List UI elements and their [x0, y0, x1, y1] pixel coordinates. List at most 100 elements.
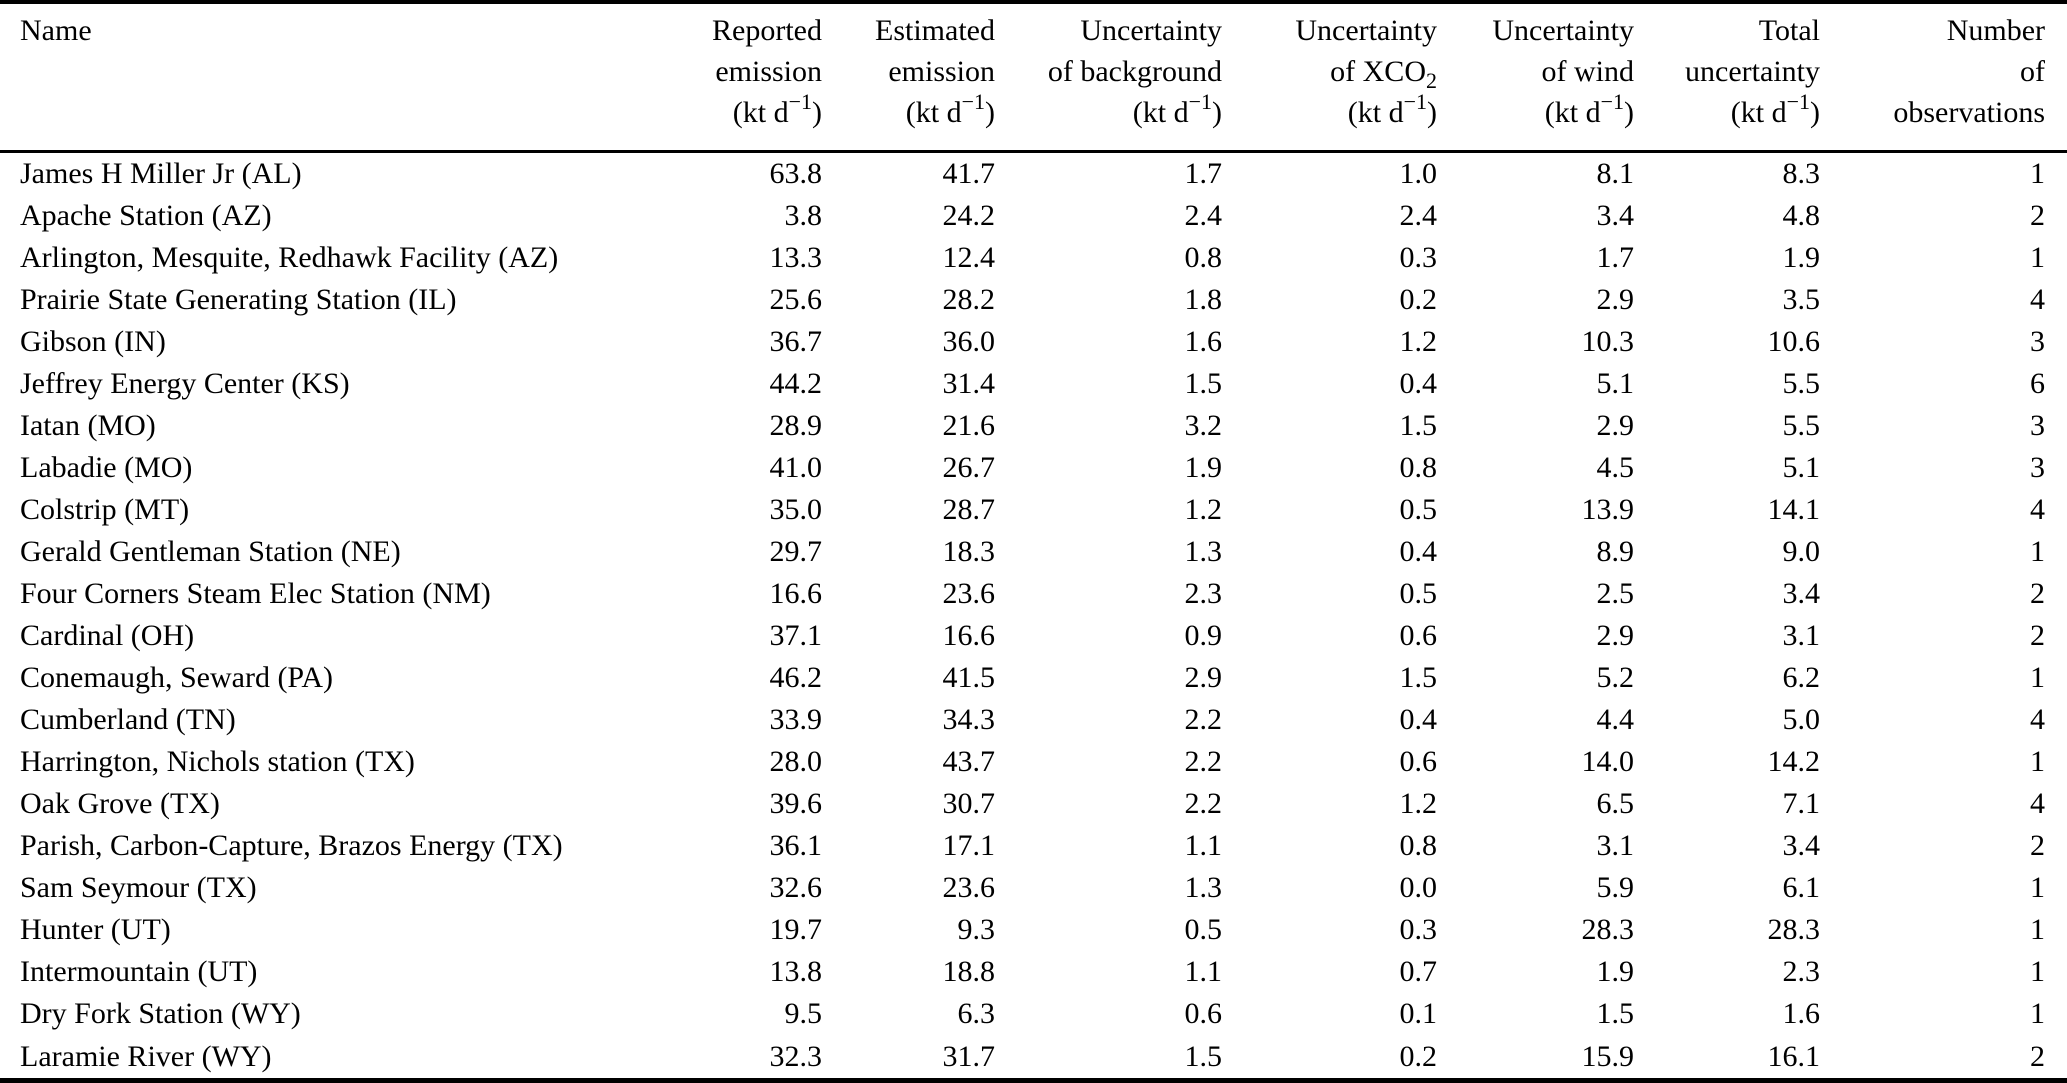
cell-uncertainty-xco2: 0.7	[1399, 955, 1438, 989]
cell-uncertainty-wind: 28.3	[1581, 913, 1635, 947]
cell-uncertainty-background: 2.4	[1184, 198, 1223, 232]
cell-estimated-emission: 18.3	[942, 535, 996, 568]
unit-label: (kt d−1)	[1544, 89, 1634, 130]
table-row: Conemaugh, Seward (PA) 46.2 41.5 2.9 1.5 5.2 6…	[0, 657, 2067, 699]
cell-estimated-emission: 12.4	[942, 240, 996, 274]
cell-reported-emission: 39.6	[769, 787, 823, 821]
cell-reported-emission: 16.6	[769, 577, 823, 611]
cell-uncertainty-xco2: 0.8	[1399, 829, 1438, 863]
cell-total-uncertainty: 2.3	[1782, 955, 1821, 989]
cell-name: Cumberland (TN)	[20, 703, 236, 737]
cell-uncertainty-background: 0.6	[1184, 997, 1223, 1031]
cell-uncertainty-background: 1.3	[1184, 871, 1223, 905]
cell-uncertainty-xco2: 0.4	[1399, 366, 1438, 400]
table-row: Iatan (MO) 28.9 21.6 3.2 1.5 2.9 5.5 3	[0, 405, 2067, 447]
cell-estimated-emission: 36.0	[942, 324, 996, 358]
cell-number-observations: 4	[2030, 787, 2045, 821]
cell-uncertainty-wind: 6.5	[1596, 787, 1635, 821]
cell-name: Dry Fork Station (WY)	[20, 997, 301, 1031]
cell-uncertainty-xco2: 0.8	[1399, 450, 1438, 484]
cell-uncertainty-background: 0.5	[1184, 913, 1223, 947]
cell-number-observations: 3	[2030, 408, 2045, 442]
cell-name: Harrington, Nichols station (TX)	[20, 745, 415, 779]
cell-uncertainty-xco2: 0.6	[1399, 745, 1438, 779]
cell-uncertainty-background: 1.9	[1184, 450, 1223, 484]
cell-uncertainty-wind: 8.9	[1596, 535, 1635, 568]
cell-total-uncertainty: 3.4	[1782, 829, 1821, 863]
cell-total-uncertainty: 3.5	[1782, 282, 1821, 316]
cell-estimated-emission: 16.6	[942, 619, 996, 653]
cell-uncertainty-xco2: 0.0	[1399, 871, 1438, 905]
cell-uncertainty-background: 2.2	[1184, 787, 1223, 821]
cell-name: Parish, Carbon-Capture, Brazos Energy (T…	[20, 829, 563, 863]
cell-total-uncertainty: 5.1	[1782, 450, 1821, 484]
cell-uncertainty-background: 1.5	[1184, 366, 1223, 400]
cell-name: Cardinal (OH)	[20, 619, 195, 653]
cell-reported-emission: 33.9	[769, 703, 823, 737]
cell-total-uncertainty: 3.1	[1782, 619, 1821, 653]
cell-total-uncertainty: 16.1	[1767, 1039, 1821, 1073]
cell-uncertainty-xco2: 0.3	[1399, 240, 1438, 274]
cell-estimated-emission: 21.6	[942, 408, 996, 442]
cell-reported-emission: 28.0	[769, 745, 823, 779]
cell-estimated-emission: 17.1	[942, 829, 996, 863]
cell-uncertainty-xco2: 1.5	[1399, 408, 1438, 442]
cell-reported-emission: 25.6	[769, 282, 823, 316]
cell-name: Apache Station (AZ)	[20, 198, 272, 232]
cell-number-observations: 2	[2030, 1039, 2045, 1073]
cell-uncertainty-background: 1.5	[1184, 1039, 1223, 1073]
cell-number-observations: 3	[2030, 324, 2045, 358]
cell-reported-emission: 19.7	[769, 913, 823, 947]
cell-number-observations: 2	[2030, 198, 2045, 232]
cell-uncertainty-xco2: 1.2	[1399, 324, 1438, 358]
cell-total-uncertainty: 9.0	[1782, 535, 1821, 568]
cell-number-observations: 1	[2030, 955, 2045, 989]
table-row: Sam Seymour (TX) 32.6 23.6 1.3 0.0 5.9 6.1 1	[0, 867, 2067, 909]
cell-total-uncertainty: 8.3	[1782, 156, 1821, 190]
cell-number-observations: 1	[2030, 997, 2045, 1031]
cell-total-uncertainty: 5.0	[1782, 703, 1821, 737]
cell-uncertainty-xco2: 0.6	[1399, 619, 1438, 653]
cell-uncertainty-wind: 2.5	[1596, 577, 1635, 611]
cell-total-uncertainty: 1.6	[1782, 997, 1821, 1031]
cell-uncertainty-background: 1.6	[1184, 324, 1223, 358]
table-row: Jeffrey Energy Center (KS) 44.2 31.4 1.5 0.4…	[0, 363, 2067, 405]
cell-uncertainty-xco2: 0.4	[1399, 535, 1438, 568]
cell-name: Labadie (MO)	[20, 450, 193, 484]
cell-estimated-emission: 24.2	[942, 198, 996, 232]
cell-total-uncertainty: 14.2	[1767, 745, 1821, 779]
cell-estimated-emission: 31.4	[942, 366, 996, 400]
cell-reported-emission: 9.5	[784, 997, 823, 1031]
cell-uncertainty-background: 1.1	[1184, 829, 1223, 863]
cell-total-uncertainty: 7.1	[1782, 787, 1821, 821]
cell-estimated-emission: 31.7	[942, 1039, 996, 1073]
table-row: Cumberland (TN) 33.9 34.3 2.2 0.4 4.4 5.0 4	[0, 699, 2067, 741]
cell-uncertainty-background: 1.1	[1184, 955, 1223, 989]
table-row: Four Corners Steam Elec Station (NM) 16.6…	[0, 573, 2067, 615]
cell-number-observations: 1	[2030, 871, 2045, 905]
cell-estimated-emission: 26.7	[942, 450, 996, 484]
cell-uncertainty-wind: 2.9	[1596, 619, 1635, 653]
unit-label: (kt d−1)	[1730, 89, 1820, 130]
cell-estimated-emission: 41.7	[942, 156, 996, 190]
cell-estimated-emission: 18.8	[942, 955, 996, 989]
cell-uncertainty-wind: 1.9	[1596, 955, 1635, 989]
cell-uncertainty-background: 2.2	[1184, 703, 1223, 737]
table-row: Apache Station (AZ) 3.8 24.2 2.4 2.4 3.4 4.8 2	[0, 195, 2067, 237]
cell-name: Jeffrey Energy Center (KS)	[20, 366, 350, 400]
cell-total-uncertainty: 6.1	[1782, 871, 1821, 905]
cell-reported-emission: 46.2	[769, 661, 823, 695]
cell-total-uncertainty: 6.2	[1782, 661, 1821, 695]
cell-uncertainty-wind: 3.1	[1596, 829, 1635, 863]
cell-uncertainty-xco2: 1.2	[1399, 787, 1438, 821]
cell-uncertainty-xco2: 0.5	[1399, 492, 1438, 526]
cell-uncertainty-xco2: 0.2	[1399, 282, 1438, 316]
cell-estimated-emission: 30.7	[942, 787, 996, 821]
cell-uncertainty-background: 1.2	[1184, 492, 1223, 526]
cell-estimated-emission: 6.3	[957, 997, 996, 1031]
cell-total-uncertainty: 3.4	[1782, 577, 1821, 611]
header-total-uncertainty: Total uncertainty (kt d−1)	[1634, 2, 1820, 151]
cell-name: Gibson (IN)	[20, 324, 166, 358]
cell-uncertainty-xco2: 1.0	[1399, 156, 1438, 190]
